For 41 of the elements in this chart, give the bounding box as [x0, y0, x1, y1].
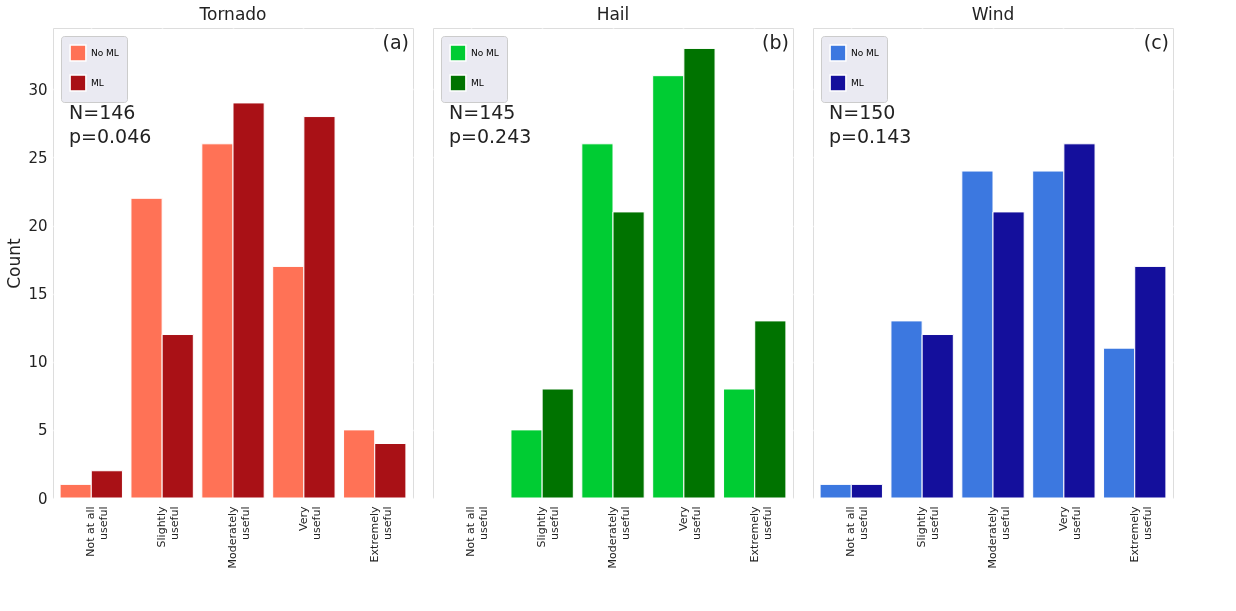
- y-tick-label: 15: [28, 285, 48, 304]
- y-tick-label: 0: [37, 489, 48, 508]
- annotation: N=150: [829, 101, 896, 123]
- annotation: p=0.243: [449, 125, 532, 147]
- x-tick-label: Moderately useful: [986, 506, 1012, 569]
- x-tick-label: Slightly useful: [535, 506, 562, 548]
- legend-label: ML: [851, 78, 864, 88]
- x-tick-label: Very useful: [676, 506, 703, 540]
- legend-label: ML: [471, 78, 484, 88]
- annotation: p=0.143: [829, 125, 912, 147]
- annotation: (a): [382, 31, 409, 53]
- annotation: (c): [1143, 31, 1169, 53]
- y-tick-label: 30: [28, 80, 48, 99]
- x-tick-label: Moderately useful: [606, 506, 632, 569]
- y-tick-label: 20: [28, 217, 48, 236]
- y-tick-label: 10: [28, 353, 48, 372]
- y-axis-title: Count: [4, 237, 25, 289]
- annotation: N=146: [69, 101, 136, 123]
- chart-title: Hail: [596, 4, 630, 24]
- x-tick-label: Not at all useful: [464, 506, 491, 557]
- legend-label: No ML: [91, 48, 119, 58]
- x-tick-label: Not at all useful: [84, 506, 111, 557]
- y-tick-label: 5: [37, 421, 48, 440]
- x-tick-label: Extremely useful: [747, 506, 774, 563]
- x-tick-label: Slightly useful: [155, 506, 182, 548]
- annotation: p=0.046: [69, 125, 152, 147]
- x-tick-label: Very useful: [1056, 506, 1083, 540]
- chart-title: Tornado: [198, 4, 267, 24]
- y-tick-label: 25: [28, 148, 48, 167]
- x-tick-label: Extremely useful: [1127, 506, 1154, 563]
- x-tick-label: Moderately useful: [226, 506, 252, 569]
- x-tick-label: Not at all useful: [844, 506, 871, 557]
- annotation: N=145: [449, 101, 516, 123]
- legend-label: ML: [91, 78, 104, 88]
- legend-label: No ML: [471, 48, 499, 58]
- annotation: (b): [762, 31, 789, 53]
- x-tick-label: Extremely useful: [367, 506, 394, 563]
- x-tick-label: Slightly useful: [915, 506, 942, 548]
- legend-label: No ML: [851, 48, 879, 58]
- chart-title: Wind: [971, 4, 1015, 24]
- x-tick-label: Very useful: [296, 506, 323, 540]
